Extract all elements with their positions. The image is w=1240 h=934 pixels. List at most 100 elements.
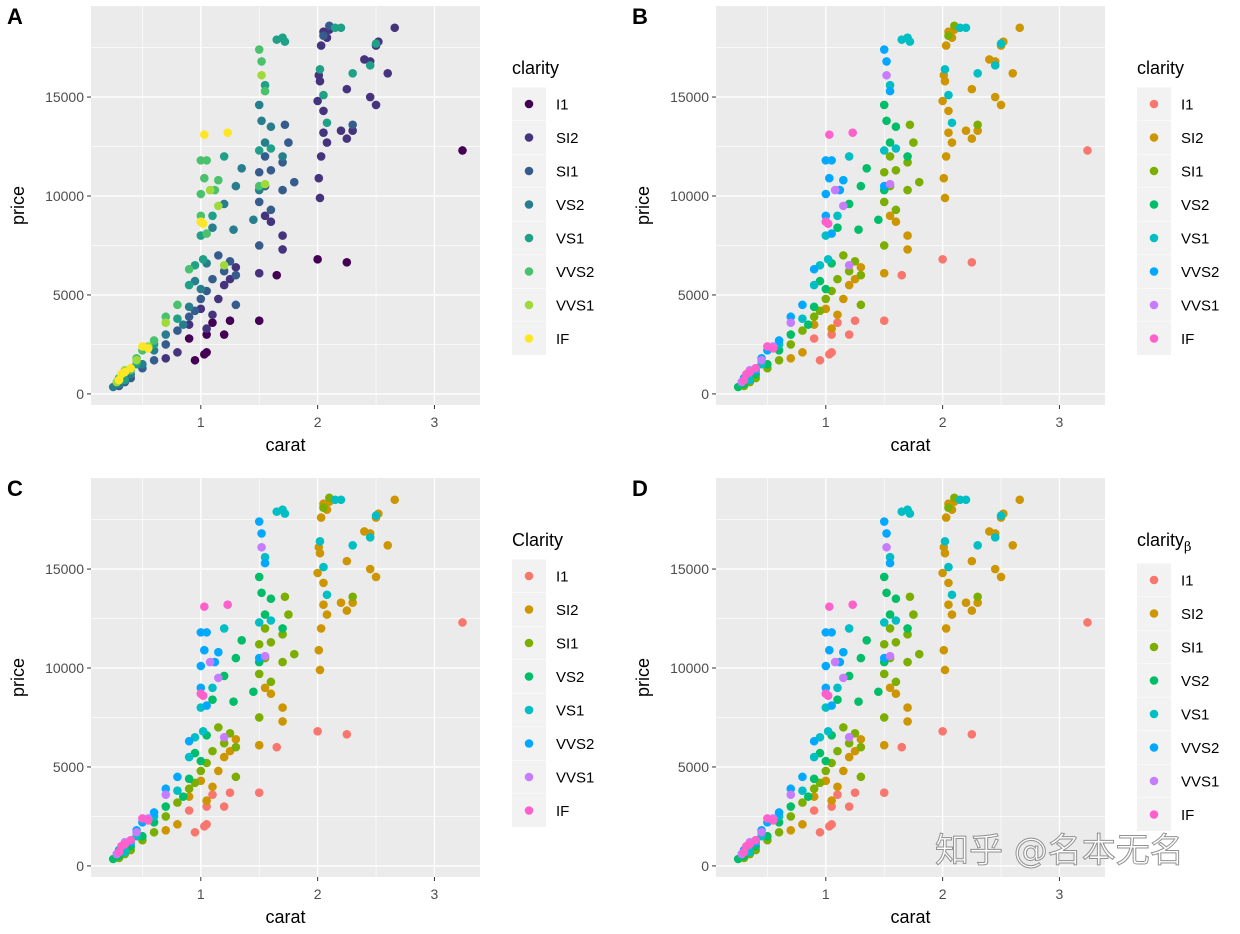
point-si1 <box>254 241 264 250</box>
point-si1 <box>809 784 819 794</box>
point-si2 <box>885 211 895 221</box>
point-vs2 <box>786 802 796 811</box>
y-tick-label: 5000 <box>678 759 709 775</box>
point-i1 <box>342 258 352 267</box>
point-vvs1 <box>786 318 796 327</box>
point-vs2 <box>903 624 912 633</box>
point-si2 <box>798 820 807 829</box>
point-vs1 <box>885 552 895 562</box>
point-vs2 <box>885 138 895 147</box>
point-vs2 <box>833 695 842 704</box>
legend-label: SI2 <box>1181 606 1204 623</box>
point-vvs1 <box>205 657 215 667</box>
point-vs2 <box>249 215 258 225</box>
point-vs1 <box>973 540 982 550</box>
point-vvs2 <box>202 628 211 637</box>
point-si2 <box>940 665 950 675</box>
legend-label: VVS2 <box>1181 740 1219 757</box>
legend-title-subscript: β <box>1184 540 1192 555</box>
legend-label: I1 <box>1181 573 1194 590</box>
x-tick-label: 3 <box>431 414 439 430</box>
point-si2 <box>231 262 241 272</box>
point-si2 <box>839 766 848 776</box>
point-si1 <box>839 251 848 260</box>
point-si1 <box>278 158 287 167</box>
point-si1 <box>266 677 276 687</box>
legend: clarity I1 SI2 SI1 VS2 VS1 VVS2 VVS1 IF <box>512 58 594 355</box>
point-si1 <box>891 677 901 687</box>
point-si2 <box>266 689 276 699</box>
point-i1 <box>190 355 200 365</box>
point-vs2 <box>278 152 287 161</box>
panel-label: D <box>632 476 648 501</box>
point-vs2 <box>208 695 217 704</box>
legend-label: VS2 <box>1181 197 1209 214</box>
legend: Clarity I1 SI2 SI1 VS2 VS1 VVS2 VVS1 IF <box>512 530 594 827</box>
legend-label: VS1 <box>556 703 584 720</box>
point-si2 <box>939 173 949 183</box>
point-vvs2 <box>202 156 211 165</box>
point-si2 <box>319 128 328 137</box>
panel-c: 1 2 3 0 5000 10000 15000 carat price C Clarity I1 SI… <box>7 476 594 927</box>
point-si2 <box>833 782 842 792</box>
point-i1 <box>879 316 889 325</box>
point-si1 <box>909 138 918 147</box>
point-si1 <box>909 610 918 619</box>
x-tick-label: 2 <box>939 414 947 430</box>
point-si1 <box>254 713 264 722</box>
legend-title-text: clarity <box>512 58 559 78</box>
point-i1 <box>897 742 907 752</box>
point-vs1 <box>891 616 901 625</box>
point-vvs1 <box>161 318 171 327</box>
point-if <box>739 847 749 857</box>
point-vs1 <box>996 39 1006 48</box>
y-tick-label: 10000 <box>45 660 84 676</box>
point-si2 <box>254 268 264 278</box>
point-si1 <box>903 630 912 639</box>
point-vvs1 <box>757 355 766 365</box>
point-vs1 <box>947 118 957 128</box>
legend-key-vs2 <box>1149 200 1159 209</box>
point-si1 <box>903 657 912 667</box>
point-si1 <box>774 355 784 365</box>
point-i1 <box>833 790 842 799</box>
y-tick-label: 15000 <box>670 89 709 105</box>
point-si2 <box>208 782 217 792</box>
point-vs1 <box>844 152 854 161</box>
legend-key-si1 <box>524 166 534 176</box>
point-vs1 <box>891 144 901 153</box>
point-i1 <box>825 822 834 831</box>
point-si2 <box>219 752 229 762</box>
point-i1 <box>827 330 836 339</box>
point-vs2 <box>229 697 238 706</box>
point-if <box>138 342 147 351</box>
point-i1 <box>313 727 322 736</box>
point-vs1 <box>336 23 346 33</box>
point-si1 <box>879 167 889 177</box>
point-vs1 <box>365 61 375 70</box>
point-if <box>114 847 124 857</box>
y-tick-label: 0 <box>76 386 84 402</box>
point-i1 <box>272 270 282 280</box>
point-vvs2 <box>827 156 836 165</box>
point-i1 <box>219 802 229 811</box>
point-si2 <box>219 280 229 290</box>
point-si1 <box>879 639 889 649</box>
point-vs1 <box>322 118 332 128</box>
point-i1 <box>815 355 825 365</box>
point-vvs1 <box>885 179 895 189</box>
point-if <box>200 602 209 611</box>
point-i1 <box>809 334 819 343</box>
point-si2 <box>967 556 977 566</box>
point-vs2 <box>237 635 246 645</box>
point-si1 <box>856 300 866 310</box>
point-vs2 <box>809 774 819 784</box>
point-si1 <box>289 177 299 187</box>
point-si1 <box>914 177 924 187</box>
y-axis-title: price <box>8 658 28 697</box>
point-i1 <box>184 334 194 343</box>
legend-key-vvs1 <box>1149 776 1159 786</box>
x-axis-title: carat <box>890 435 930 455</box>
legend-label: VVS1 <box>1181 774 1219 791</box>
